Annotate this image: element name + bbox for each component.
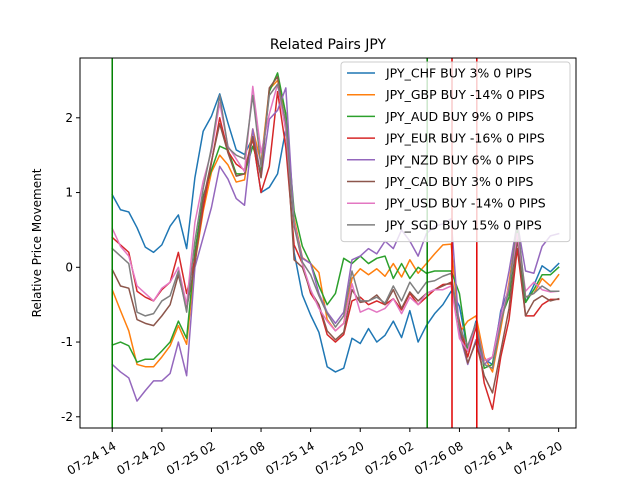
legend-entry: JPY_CHF BUY 3% 0 PIPS (385, 66, 532, 81)
y-tick-label: 0 (65, 260, 73, 274)
legend: JPY_CHF BUY 3% 0 PIPS JPY_GBP BUY -14% 0 … (340, 61, 571, 243)
chart-title: Related Pairs JPY (270, 37, 387, 53)
series-group (111, 58, 560, 428)
legend-entry: JPY_EUR BUY -16% 0 PIPS (385, 131, 545, 146)
y-axis-label: Relative Price Movement (30, 168, 44, 317)
legend-entry: JPY_USD BUY -14% 0 PIPS (385, 196, 546, 211)
y-tick-label: 1 (65, 186, 73, 200)
series-line-8 (111, 83, 560, 369)
legend-entry: JPY_GBP BUY -14% 0 PIPS (385, 87, 545, 102)
y-tick-label: -2 (61, 410, 73, 424)
legend-entry: JPY_CAD BUY 3% 0 PIPS (385, 174, 534, 189)
legend-box (340, 61, 571, 243)
axes-frame (79, 57, 577, 429)
legend-entry: JPY_NZD BUY 6% 0 PIPS (385, 152, 534, 167)
series-line-3 (111, 72, 560, 369)
legend-entry: JPY_SGD BUY 15% 0 PIPS (385, 217, 542, 232)
series-line-4 (111, 90, 560, 411)
y-tick-label: 2 (65, 111, 73, 125)
legend-entry: JPY_AUD BUY 9% 0 PIPS (385, 109, 534, 124)
y-tick-label: -1 (61, 335, 73, 349)
